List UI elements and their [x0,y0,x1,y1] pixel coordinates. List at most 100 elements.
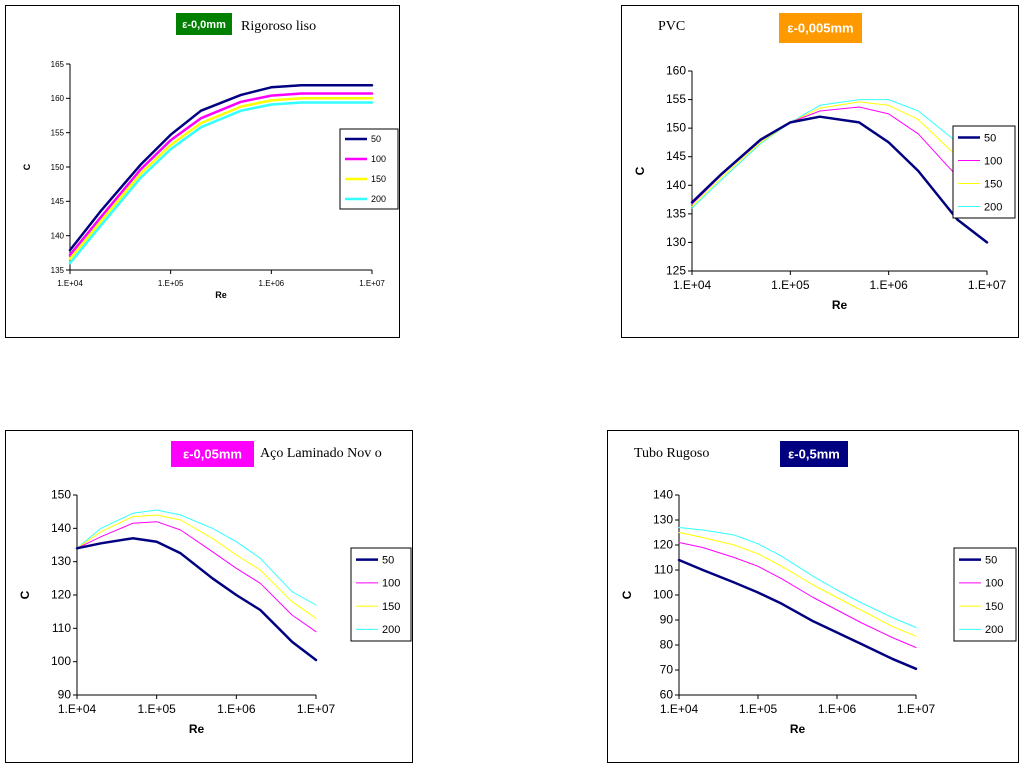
legend-label-50: 50 [984,132,996,144]
y-axis-label: C [18,590,32,599]
x-tick-label: 1.E+06 [259,279,285,288]
series-line-100 [68,92,374,257]
legend-label-50: 50 [985,554,997,566]
y-tick-label: 150 [51,163,65,172]
y-tick-label: 145 [51,197,65,206]
series-line-50 [677,558,918,671]
legend-box [339,128,399,210]
y-tick-label: 120 [653,538,673,552]
epsilon-badge-bg [779,13,862,43]
chart-svg-1: ε-0,0mm Rigoroso liso 135 140 145 150 155 160 16… [22,13,399,300]
y-tick-label: 125 [666,264,686,278]
chart-svg-4: ε-0,5mm Tubo Rugoso 60 70 80 90 100 110 120 130 14… [620,441,1017,736]
x-tick-label: 1.E+07 [297,702,336,716]
x-axis-label: Re [189,722,205,736]
chart-svg-2: ε-0,005mm PVC 125 130 135 140 145 150 155 160 1.E+… [633,13,1016,312]
y-tick-label: 160 [666,64,686,78]
legend-box [952,125,1016,219]
series-line-150 [76,514,317,619]
y-tick-label: 135 [666,206,686,220]
series-line-200 [76,509,317,606]
chart-title: PVC [658,19,685,34]
x-tick-label: 1.E+07 [359,279,385,288]
y-tick-label: 100 [51,654,71,668]
legend-label-100: 100 [985,578,1003,590]
y-tick-label: 90 [58,688,72,702]
legend-label-200: 200 [382,624,400,636]
series-line-100 [691,106,988,205]
chart-panel-rigoroso-liso: ε-0,0mm Rigoroso liso 135 140 145 150 155 160 16… [5,5,400,338]
x-tick-label: 1.E+06 [818,702,857,716]
series-line-50 [75,537,318,662]
x-tick-label: 1.E+06 [217,702,256,716]
series-line-150 [68,97,374,261]
y-axis-label: C [633,166,647,175]
epsilon-badge-bg [171,441,254,467]
epsilon-badge-bg [780,441,848,467]
legend-label-150: 150 [984,178,1002,190]
legend-label-100: 100 [371,154,386,164]
x-tick-label: 1.E+04 [57,279,83,288]
y-axis-label: C [620,590,634,599]
y-tick-label: 155 [51,128,65,137]
legend-label-100: 100 [382,578,400,590]
legend-label-200: 200 [984,201,1002,213]
y-tick-label: 130 [51,554,71,568]
y-tick-label: 165 [51,60,65,69]
x-tick-label: 1.E+05 [158,279,184,288]
x-tick-label: 1.E+04 [660,702,699,716]
series-line-100 [678,542,917,648]
y-tick-label: 130 [666,235,686,249]
epsilon-badge-label: ε-0,0mm [182,19,226,31]
series-line-150 [691,101,988,207]
epsilon-badge-label: ε-0,05mm [183,447,242,462]
series-line-100 [76,521,317,633]
legend-label-150: 150 [371,174,386,184]
x-tick-label: 1.E+05 [137,702,176,716]
legend-label-200: 200 [371,194,386,204]
y-tick-label: 130 [653,513,673,527]
y-tick-label: 100 [653,588,673,602]
y-tick-label: 155 [666,92,686,106]
x-axis-label: Re [215,290,227,300]
x-tick-label: 1.E+06 [869,278,908,292]
legend-label-50: 50 [382,554,394,566]
legend-box [953,547,1017,642]
y-tick-label: 135 [51,266,65,275]
y-axis-label: C [22,163,32,170]
y-tick-label: 60 [660,688,674,702]
series-line-200 [678,527,917,628]
chart-panel-pvc: ε-0,005mm PVC 125 130 135 140 145 150 155 160 1.E+… [621,5,1019,338]
x-axis-label: Re [790,722,806,736]
x-tick-label: 1.E+04 [673,278,712,292]
x-tick-label: 1.E+07 [897,702,936,716]
y-tick-label: 80 [660,638,674,652]
series-line-200 [68,101,374,265]
series-line-150 [678,532,917,637]
y-tick-label: 160 [51,94,65,103]
series-line-200 [691,99,988,209]
x-tick-label: 1.E+05 [771,278,810,292]
epsilon-badge-label: ε-0,005mm [787,21,853,36]
chart-title: Tubo Rugoso [634,446,709,461]
legend-label-150: 150 [985,601,1003,613]
y-tick-label: 70 [660,663,674,677]
y-tick-label: 140 [51,521,71,535]
epsilon-badge-label: ε-0,5mm [788,447,840,462]
legend-box [350,547,412,642]
x-tick-label: 1.E+07 [968,278,1007,292]
series-line-50 [68,84,374,252]
legend-label-200: 200 [985,624,1003,636]
epsilon-badge-bg [176,13,232,35]
y-tick-label: 90 [660,613,674,627]
chart-panel-aco-laminado: ε-0,05mm Aço Laminado Nov o 90 100 110 120 130… [5,430,413,763]
x-tick-label: 1.E+05 [739,702,778,716]
y-tick-label: 140 [666,178,686,192]
chart-panel-tubo-rugoso: ε-0,5mm Tubo Rugoso 60 70 80 90 100 110 120 130 14… [607,430,1019,763]
y-tick-label: 150 [666,121,686,135]
legend-label-150: 150 [382,601,400,613]
y-tick-label: 150 [51,488,71,502]
x-axis-label: Re [832,298,848,312]
x-tick-label: 1.E+04 [58,702,97,716]
chart-title: Rigoroso liso [241,19,316,34]
